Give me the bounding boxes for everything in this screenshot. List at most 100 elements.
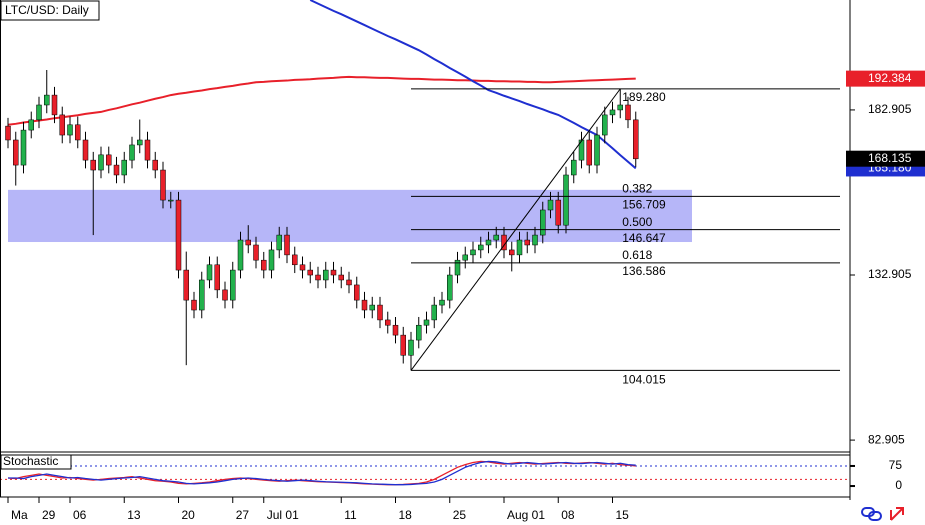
candle-body [633, 119, 639, 160]
fib-label: 189.280 [622, 90, 666, 104]
candle-body [586, 139, 592, 166]
x-tick-label: 29 [42, 508, 56, 522]
candle-body [121, 159, 127, 176]
candle-body [237, 239, 244, 271]
candle-body [160, 169, 166, 201]
candle-body [253, 244, 259, 261]
candle-body [431, 304, 437, 321]
candle-body [245, 239, 251, 246]
candle-body [175, 199, 182, 271]
candle-body [338, 274, 344, 281]
candle-body [36, 104, 42, 121]
x-tick-label: 08 [561, 508, 575, 522]
candle-body [578, 139, 585, 161]
moving-average [7, 75, 636, 126]
candle-body [555, 199, 561, 226]
candle-body [28, 119, 34, 131]
candle-body [82, 139, 89, 161]
candle-body [361, 299, 368, 311]
fib-label: 104.015 [622, 373, 666, 387]
candle-body [51, 94, 58, 116]
candle-body [168, 199, 174, 202]
candle-body [129, 144, 135, 161]
candle-body [547, 199, 554, 211]
x-tick-label: 13 [127, 508, 141, 522]
x-tick-label: 27 [236, 508, 250, 522]
stochastic-title: Stochastic [3, 454, 58, 468]
candle-body [509, 249, 515, 256]
candle-body [454, 259, 461, 276]
candle-body [369, 304, 375, 311]
candle-body [106, 154, 112, 166]
moving-average [309, 0, 637, 170]
fib-ratio: 0.500 [622, 215, 652, 229]
candle-body [470, 249, 476, 256]
candle-body [222, 289, 228, 301]
x-tick-label: Jul 01 [267, 508, 299, 522]
candle-body [323, 269, 329, 281]
price-label: 192.384 [868, 71, 912, 85]
candle-body [137, 139, 143, 146]
main-panel: 189.280 104.015 0.382 156.709 0.500 146.647 0.… [5, 0, 840, 387]
stoch-tick-label: 75 [889, 458, 903, 472]
candle-body [261, 259, 267, 271]
fib-value: 136.586 [622, 264, 666, 278]
x-tick-label: 06 [73, 508, 87, 522]
stoch-line [8, 460, 636, 486]
y-tick-label: 182.905 [868, 102, 912, 116]
support-zone [8, 189, 692, 243]
candle-body [191, 299, 197, 311]
x-tick-label: Aug 01 [507, 508, 545, 522]
candle-body [408, 339, 414, 356]
candle-body [206, 264, 213, 281]
candle-body [540, 209, 546, 236]
x-tick-label: 25 [453, 508, 467, 522]
candle-body [152, 159, 158, 171]
price-label-box [846, 70, 925, 87]
candle-body [602, 114, 608, 136]
arrow-icon[interactable] [890, 507, 904, 521]
toolbar-icons [861, 507, 904, 521]
candle-body [346, 279, 352, 286]
candle-body [284, 234, 290, 256]
candle-body [59, 114, 65, 136]
candle-body [230, 269, 236, 301]
stoch-title-box: Stochastic [0, 454, 72, 470]
candle-body [392, 324, 399, 336]
candle-body [5, 125, 11, 141]
candle-body [439, 299, 445, 306]
title-frame [0, 0, 100, 21]
candle-body [67, 124, 73, 136]
candle-body [214, 264, 220, 291]
candle-body [478, 244, 484, 251]
candle-body [447, 274, 453, 301]
candle-body [524, 239, 530, 246]
y-tick-label: 132.905 [868, 267, 912, 281]
candle-body [377, 304, 383, 321]
candle-body [354, 284, 360, 301]
fib-value: 156.709 [622, 198, 666, 212]
stochastic-panel [0, 460, 850, 486]
candle-body [385, 319, 391, 326]
candle-body [400, 334, 406, 356]
candle-body [516, 239, 523, 256]
fib-value: 146.647 [622, 231, 666, 245]
candle-body [571, 159, 577, 176]
candle-body [315, 274, 321, 281]
fib-ratio: 0.618 [622, 248, 652, 262]
candle-body [98, 154, 104, 171]
price-label-box [846, 150, 925, 167]
price-marker [853, 153, 859, 161]
link-icon[interactable] [861, 507, 882, 521]
candle-body [423, 319, 430, 326]
x-tick-label: 20 [182, 508, 196, 522]
candle-body [20, 129, 27, 166]
candle-body [268, 249, 275, 271]
candle-body [563, 174, 569, 226]
x-tick-label: Ma [11, 508, 28, 522]
candle-body [44, 94, 50, 106]
y-tick-label: 82.905 [868, 432, 905, 446]
candle-body [292, 254, 298, 266]
candle-body [594, 134, 600, 166]
